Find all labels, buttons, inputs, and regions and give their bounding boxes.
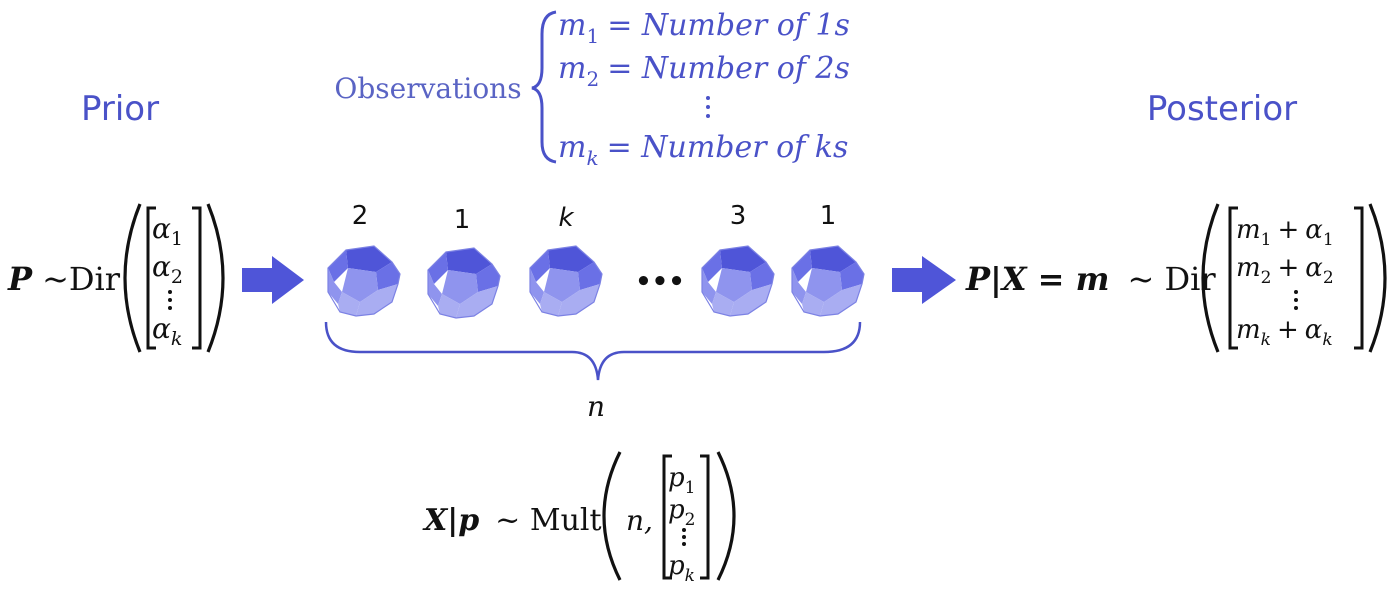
observation-row-k: mk = Number of ks [558, 130, 848, 170]
die-5: 1 [791, 201, 865, 317]
prior-to-dice-arrow [242, 256, 304, 304]
posterior-right-paren [1368, 203, 1387, 353]
likelihood-left-paren [602, 451, 622, 581]
prior-lhs: P ~Dir [7, 260, 121, 298]
posterior-left-paren [1201, 203, 1220, 353]
observation-row-2: m2 = Number of 2s [558, 51, 850, 91]
likelihood-right-bracket [700, 454, 710, 580]
dice-count-label: n [587, 390, 605, 423]
observations-block: Observations m1 = Number of 1s m2 = Number… [334, 8, 850, 170]
posterior-left-bracket [1228, 206, 1238, 350]
prior-vector-row-k: αk [152, 312, 182, 350]
die-5-label: 1 [820, 201, 837, 231]
prior-right-paren [206, 203, 225, 353]
posterior-vector-vdots [1294, 290, 1298, 310]
observation-row-1: m1 = Number of 1s [558, 8, 850, 48]
prior-right-bracket [192, 206, 202, 350]
posterior-vector-row-2: m2 + α2 [1236, 253, 1334, 288]
likelihood-lhs: X|p ~ Mult [422, 503, 602, 538]
posterior-right-bracket [1354, 206, 1364, 350]
likelihood-vector-row-2: p2 [668, 495, 695, 530]
die-2-icon [427, 247, 501, 319]
dice-ellipsis: ••• [635, 267, 685, 297]
likelihood-left-bracket [662, 454, 672, 580]
prior-vector-vdots [168, 290, 172, 310]
likelihood-vector-row-k: pk [668, 551, 695, 586]
prior-left-bracket [146, 206, 156, 350]
dice-underbrace [324, 321, 862, 381]
die-5-icon [791, 245, 865, 317]
die-2: 1 [427, 205, 501, 319]
die-3: k [529, 203, 603, 317]
dice-row: 2 1 k ••• 3 1 n [324, 201, 865, 423]
posterior-expression: P|X = m ~ Dir m1 + α1 m2 + α2 mk + αk [965, 203, 1387, 353]
dice-to-posterior-arrow [892, 256, 956, 304]
observations-label: Observations [334, 72, 521, 105]
likelihood-vector-row-1: p1 [668, 463, 695, 498]
die-1-label: 2 [352, 201, 369, 231]
posterior-heading: Posterior [1147, 89, 1297, 129]
posterior-vector-row-k: mk + αk [1236, 315, 1333, 350]
likelihood-expression: X|p ~ Mult n, p1 p2 pk [422, 451, 736, 586]
die-2-label: 1 [454, 205, 471, 235]
likelihood-first-arg: n, [626, 504, 653, 537]
prior-expression: P ~Dir α1 α2 αk [7, 203, 225, 353]
die-1: 2 [327, 201, 401, 317]
prior-vector-row-1: α1 [152, 212, 183, 250]
die-3-icon [529, 245, 603, 317]
die-4-label: 3 [730, 201, 747, 231]
posterior-vector-row-1: m1 + α1 [1236, 215, 1334, 250]
likelihood-right-paren [716, 451, 736, 581]
die-1-icon [327, 245, 401, 317]
prior-left-paren [123, 203, 142, 353]
prior-vector-row-2: α2 [152, 250, 183, 288]
likelihood-vector-vdots [682, 528, 686, 546]
die-4: 3 [701, 201, 775, 317]
observations-vdots [706, 96, 710, 118]
die-4-icon [701, 245, 775, 317]
die-3-label: k [558, 203, 574, 233]
prior-heading: Prior [81, 89, 159, 129]
posterior-lhs: P|X = m ~ Dir [965, 260, 1216, 298]
observations-brace [531, 10, 557, 164]
